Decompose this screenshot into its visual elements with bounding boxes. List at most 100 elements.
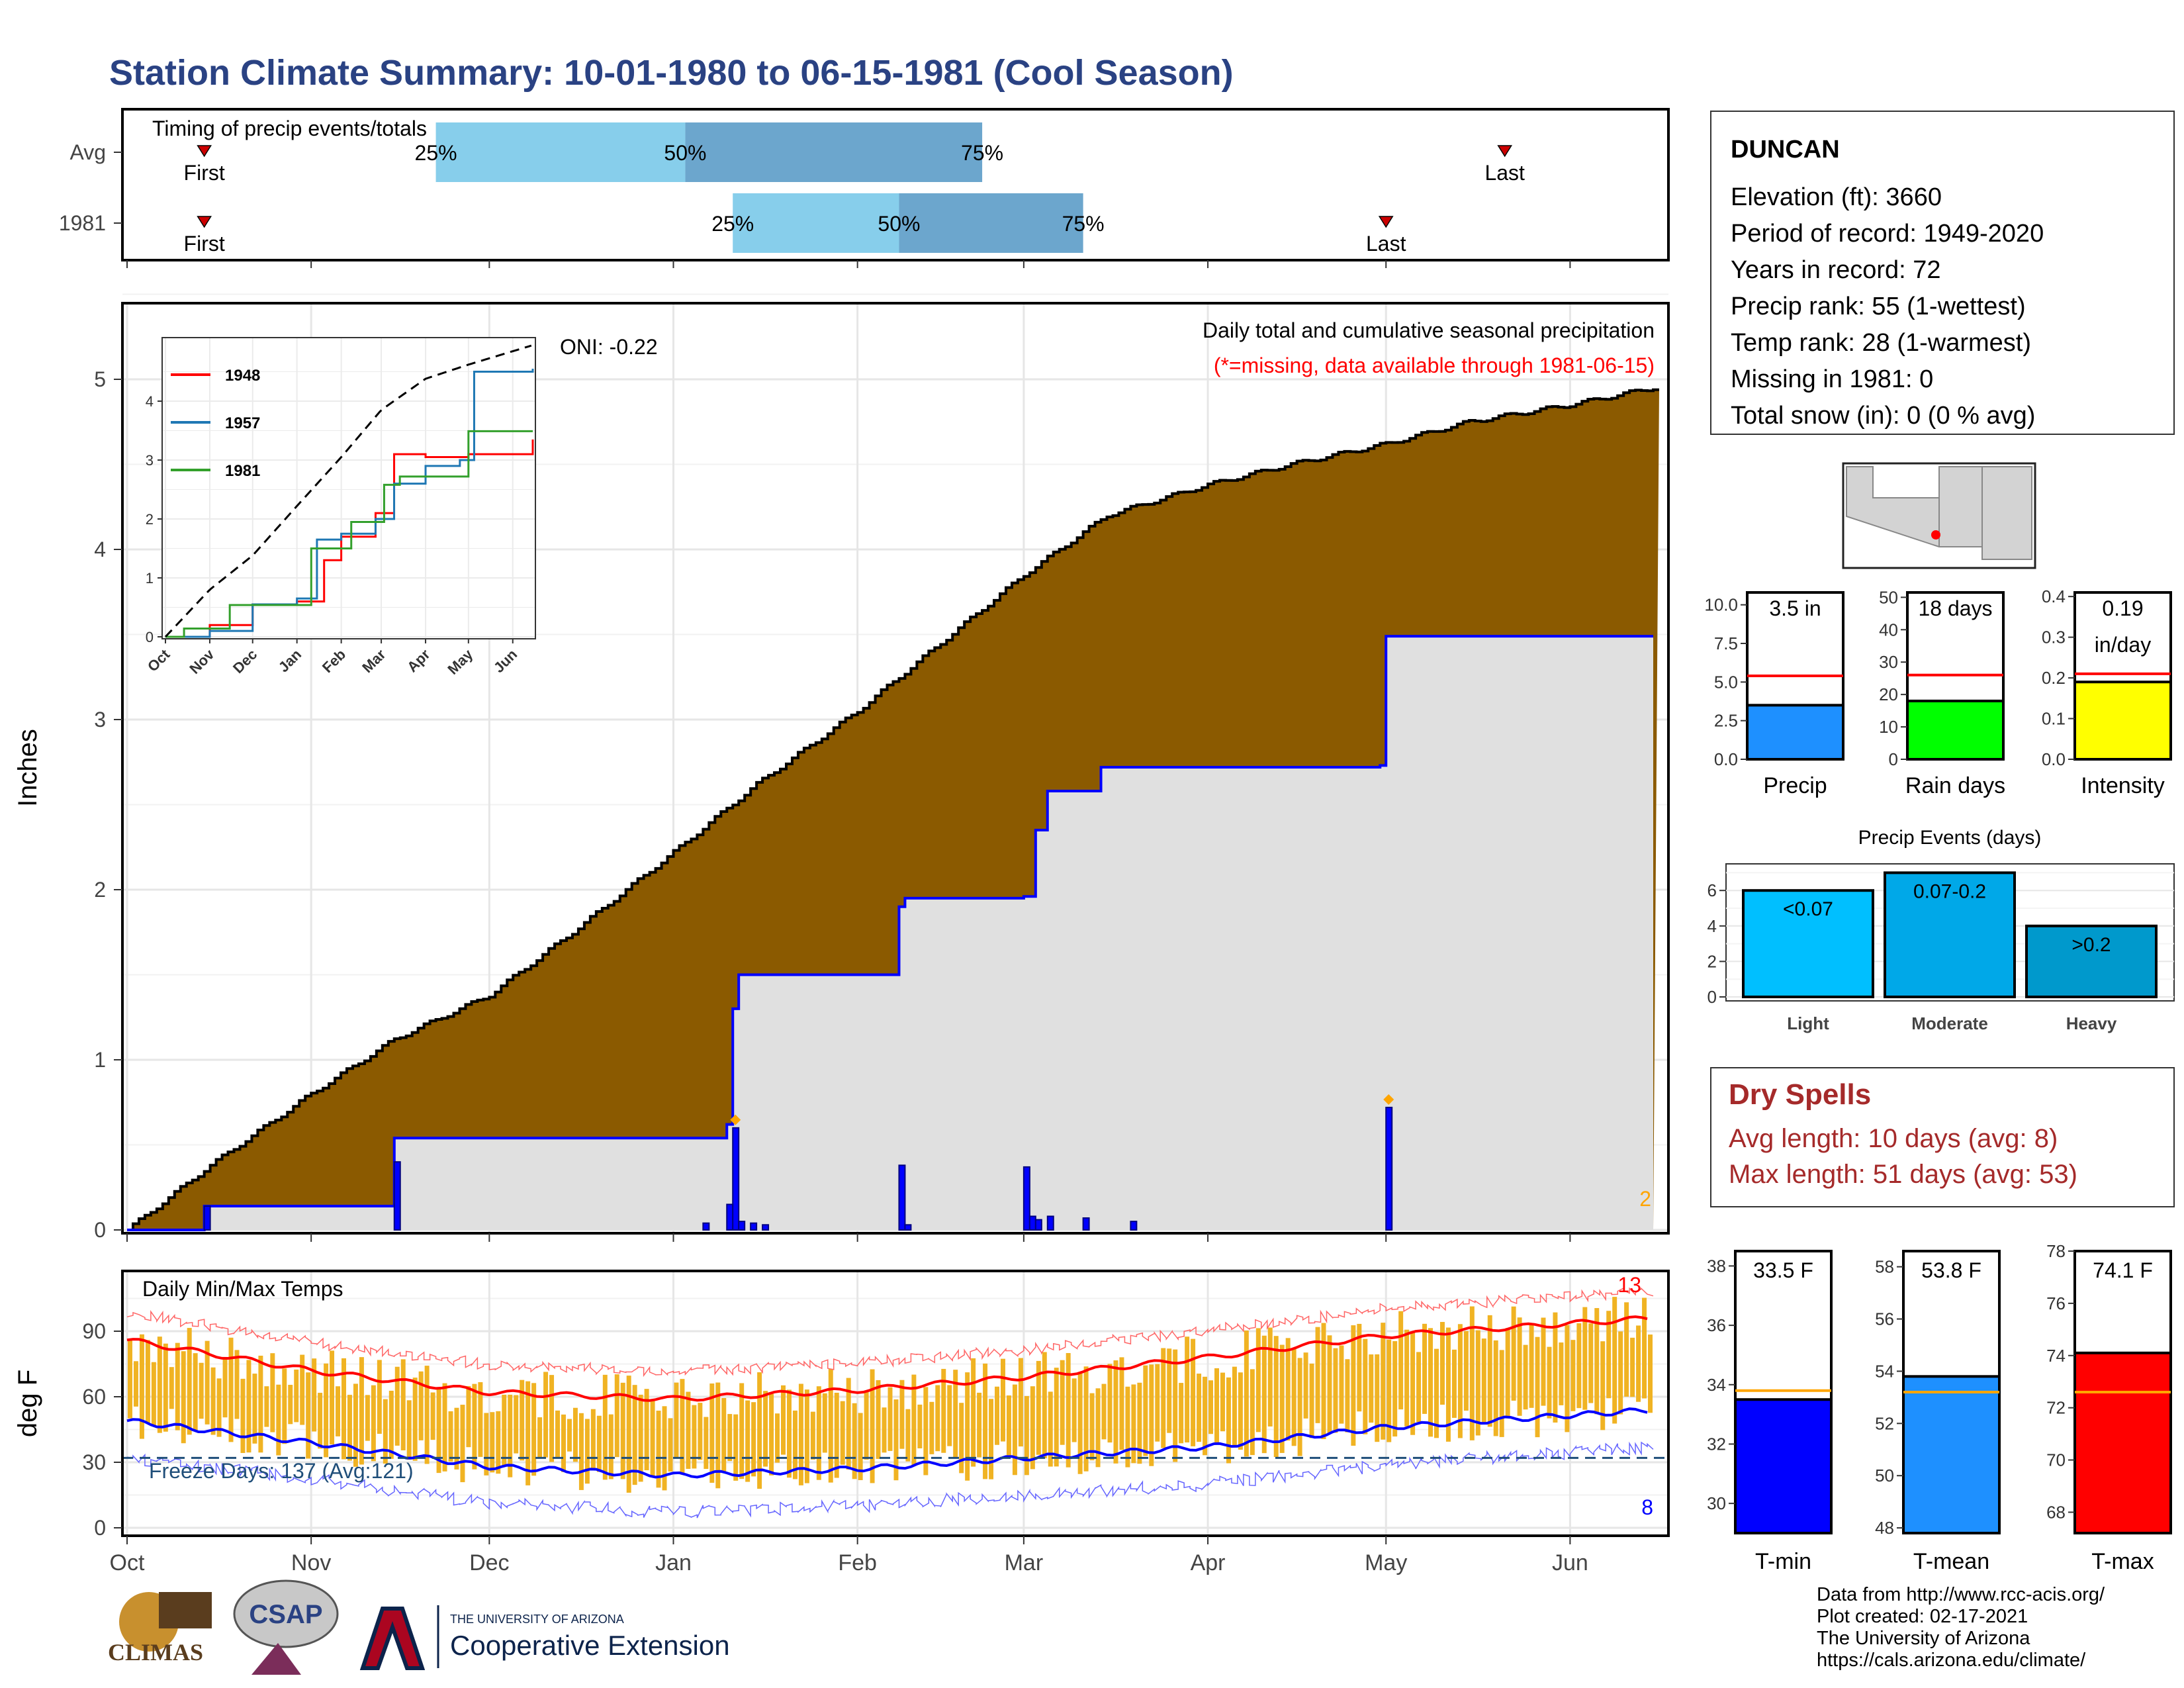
daily-temp-bar <box>151 1362 156 1426</box>
inset-avg-line <box>164 344 532 638</box>
precip-count-label: 2 <box>1639 1187 1651 1211</box>
daily-temp-bar <box>1439 1322 1445 1405</box>
daily-temp-bar <box>905 1409 911 1462</box>
timing-last-marker <box>1497 145 1513 158</box>
daily-temp-bar <box>828 1368 833 1483</box>
precip-summary-y-tick-label: 5.0 <box>1714 672 1738 692</box>
daily-temp-bar <box>555 1410 561 1458</box>
avg-cumulative-line <box>127 388 1659 1231</box>
footer-line: https://cals.arizona.edu/climate/ <box>1817 1650 2086 1671</box>
inset-legend-label: 1981 <box>225 462 260 480</box>
daily-temp-bar <box>804 1389 809 1483</box>
daily-temp-bar <box>324 1363 329 1458</box>
temp-frame <box>121 1270 1670 1537</box>
precip-summary-value-label: 3.5 in <box>1769 596 1821 620</box>
daily-temp-bar <box>887 1387 893 1451</box>
daily-precip-bar <box>1385 1106 1393 1231</box>
events-title: Precip Events (days) <box>1858 827 2042 849</box>
daily-temp-bar <box>157 1336 162 1433</box>
inset-legend-label: 1948 <box>225 367 260 385</box>
precip-events-chart: Precip Events (days) <0.07 Light 0.07-0.2 Mo… <box>1707 827 2175 1033</box>
daily-temp-bar <box>614 1374 619 1458</box>
daily-temp-bar <box>1006 1395 1011 1456</box>
daily-temp-bar <box>1083 1366 1089 1472</box>
daily-temp-bar <box>264 1386 269 1427</box>
daily-temp-bar <box>709 1383 715 1483</box>
timing-q25-q50-bar <box>435 122 686 182</box>
daily-temp-bar <box>1000 1358 1005 1442</box>
daily-temp-bar <box>1398 1311 1404 1410</box>
daily-temp-bar <box>282 1368 287 1444</box>
daily-temp-bar <box>1107 1364 1113 1443</box>
dry-spells-box <box>1710 1067 2175 1207</box>
daily-temp-bar <box>549 1375 555 1462</box>
daily-temp-bar <box>561 1414 566 1472</box>
station-name: DUNCAN <box>1731 136 1840 164</box>
intensity-x-label: Intensity <box>2081 773 2165 798</box>
daily-temp-bar <box>1630 1337 1635 1397</box>
daily-temp-bar <box>1054 1368 1059 1467</box>
daily-temp-bar <box>1624 1302 1629 1397</box>
intensity-y-tick-label: 0.4 <box>2042 586 2066 606</box>
daily-temp-bar <box>864 1391 869 1460</box>
daily-temp-bar <box>727 1414 733 1462</box>
daily-temp-bar <box>318 1393 323 1449</box>
daily-temp-bar <box>1422 1323 1428 1414</box>
timing-first-label: First <box>184 161 225 185</box>
daily-temp-bar <box>626 1376 631 1493</box>
daily-temp-bar <box>572 1407 578 1462</box>
tmean-y-tick-label: 58 <box>1875 1257 1894 1277</box>
daily-temp-bar <box>430 1392 435 1440</box>
daily-temp-bar <box>899 1380 905 1449</box>
daily-temp-bar <box>222 1358 228 1418</box>
tmin-bar <box>1734 1398 1833 1534</box>
climas-logo-block <box>159 1592 212 1628</box>
month-tick-label: Oct <box>110 1550 145 1575</box>
daily-temp-bar <box>935 1385 940 1452</box>
daily-temp-bar <box>1036 1360 1041 1455</box>
temp-bars <box>128 1297 1653 1493</box>
daily-precip-bar <box>762 1224 770 1231</box>
daily-temp-bar <box>1481 1338 1486 1423</box>
daily-precip-bar <box>1028 1215 1036 1231</box>
daily-temp-bar <box>620 1382 625 1479</box>
daily-temp-bar <box>270 1353 275 1432</box>
station-line: Period of record: 1949-2020 <box>1731 220 2044 248</box>
season-cumulative-line <box>127 635 1653 1231</box>
daily-temp-bar <box>882 1407 887 1453</box>
daily-temp-bar <box>1297 1358 1302 1456</box>
daily-temp-bar <box>1131 1384 1136 1464</box>
daily-temp-bar <box>792 1410 797 1479</box>
daily-temp-bar <box>1594 1308 1600 1415</box>
daily-temp-bar <box>228 1337 234 1442</box>
daily-temp-bar <box>371 1385 376 1462</box>
daily-temp-bar <box>341 1358 346 1460</box>
daily-precip-bar <box>203 1205 211 1231</box>
daily-temp-bar <box>1369 1354 1374 1423</box>
intensity-y-tick-label: 0.0 <box>2042 749 2066 769</box>
precip-legend-line2: (*=missing, data available through 1981-… <box>1214 353 1655 377</box>
station-location-marker <box>1931 530 1940 539</box>
timing-first-marker <box>197 216 212 228</box>
temp-y-label: deg F <box>13 1370 42 1437</box>
events-bar-label: >0.2 <box>2071 934 2111 956</box>
inset-frame <box>161 337 536 639</box>
timing-q25-q50-bar <box>733 193 899 253</box>
daily-temp-bar <box>983 1363 988 1479</box>
tmax-y-tick-label: 68 <box>2046 1502 2066 1522</box>
daily-temp-bar <box>240 1378 246 1453</box>
rain-days-y-tick-label: 10 <box>1879 717 1898 737</box>
station-line: Missing in 1981: 0 <box>1731 365 1933 393</box>
rain-days-y-tick-label: 20 <box>1879 684 1898 704</box>
location-map <box>1842 462 2036 569</box>
timing-q50-q75-bar <box>685 122 983 182</box>
daily-temp-bar <box>484 1413 489 1476</box>
daily-temp-bar <box>1179 1383 1184 1444</box>
daily-temp-bar <box>1143 1365 1148 1456</box>
tmax-value-label: 74.1 F <box>2093 1258 2153 1282</box>
tmax-normal-line <box>126 1315 1648 1402</box>
events-y-tick-label: 0 <box>1707 987 1717 1007</box>
daily-temp-bar <box>893 1399 899 1481</box>
intensity-y-tick-label: 0.3 <box>2042 628 2066 647</box>
